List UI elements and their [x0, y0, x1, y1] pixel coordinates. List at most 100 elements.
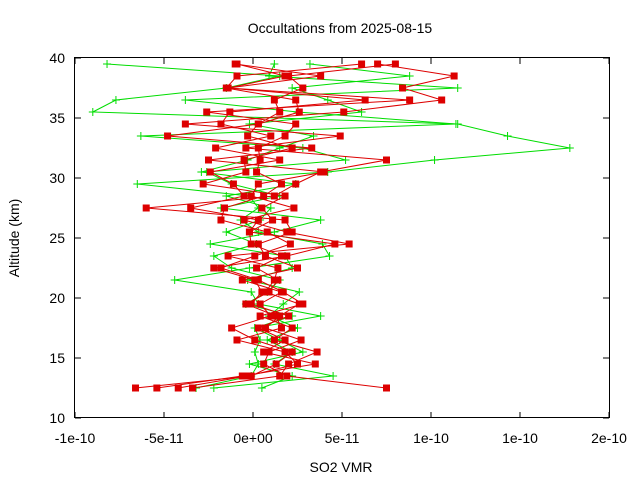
data-point: [250, 348, 259, 356]
data-point: [331, 240, 339, 248]
data-point: [325, 252, 334, 260]
data-point: [251, 276, 259, 284]
data-point: [316, 312, 325, 320]
data-point: [224, 84, 232, 92]
data-point: [226, 108, 234, 116]
data-point: [233, 72, 241, 80]
data-point: [336, 132, 344, 140]
y-tick-label: 15: [49, 350, 65, 366]
y-tick-label: 35: [49, 110, 65, 126]
data-point: [503, 132, 512, 140]
data-point: [221, 204, 229, 212]
data-point: [272, 360, 280, 368]
series-8: [188, 60, 414, 392]
data-point: [206, 240, 215, 248]
data-point: [181, 96, 190, 104]
data-point: [205, 156, 212, 164]
data-point: [247, 372, 255, 380]
x-tick-label: 2e-10: [591, 430, 627, 446]
data-point: [253, 168, 261, 176]
data-point: [270, 192, 278, 200]
data-point: [288, 324, 296, 332]
data-point: [450, 72, 458, 80]
data-point: [261, 288, 269, 296]
data-point: [254, 276, 262, 284]
x-tick-label: 0e+00: [233, 430, 273, 446]
data-point: [288, 84, 297, 92]
data-point: [405, 72, 414, 80]
data-point: [285, 312, 293, 320]
y-axis-title: Altitude (km): [6, 199, 22, 278]
x-tick-label: 1e-10: [413, 430, 449, 446]
data-point: [240, 192, 248, 200]
data-point: [272, 312, 280, 320]
data-point: [181, 120, 189, 128]
data-point: [383, 156, 390, 164]
data-point: [254, 144, 262, 152]
data-point: [245, 228, 253, 236]
data-point: [263, 228, 271, 236]
data-point: [188, 384, 196, 392]
data-point: [288, 144, 296, 152]
data-point: [281, 348, 289, 356]
data-point: [288, 348, 296, 356]
data-point: [285, 72, 293, 80]
x-tick-label: -1e-10: [55, 430, 96, 446]
data-point: [317, 72, 325, 80]
y-tick-label: 30: [49, 170, 65, 186]
data-point: [274, 264, 282, 272]
data-point: [238, 276, 246, 284]
data-point: [451, 120, 460, 128]
data-point: [261, 324, 269, 332]
data-point: [254, 120, 262, 128]
data-point: [270, 96, 278, 104]
data-point: [258, 204, 266, 212]
data-point: [361, 96, 369, 104]
data-point: [244, 372, 252, 380]
data-point: [276, 312, 284, 320]
data-point: [277, 324, 285, 332]
data-point: [132, 384, 140, 392]
data-point: [286, 240, 294, 248]
data-point: [329, 372, 338, 380]
data-point: [374, 60, 382, 68]
data-point: [269, 216, 277, 224]
data-point: [309, 132, 318, 140]
data-point: [406, 96, 414, 104]
data-point: [311, 360, 319, 368]
data-point: [276, 372, 284, 380]
y-tick-label: 20: [49, 290, 65, 306]
data-point: [88, 108, 97, 116]
data-point: [245, 264, 254, 272]
data-point: [270, 276, 278, 284]
series-7: [174, 60, 399, 392]
y-axis: 10 15 20 25 30 35 40: [49, 50, 609, 426]
data-point: [320, 168, 328, 176]
data-point: [281, 132, 289, 140]
data-point: [197, 168, 206, 176]
data-point: [224, 252, 232, 260]
data-point: [274, 276, 282, 284]
data-point: [153, 384, 161, 392]
data-point: [299, 300, 307, 308]
data-point: [279, 288, 287, 296]
x-axis: -1e-10 -5e-11 0e+00 5e-11 1e-10 1e-10 2e-10: [55, 58, 627, 446]
data-point: [438, 96, 446, 104]
data-point: [308, 144, 316, 152]
data-point: [142, 204, 150, 212]
data-point: [254, 324, 262, 332]
data-point: [290, 204, 298, 212]
data-point: [277, 180, 285, 188]
y-tick-label: 25: [49, 230, 65, 246]
data-point: [295, 108, 303, 116]
data-point: [294, 360, 301, 368]
data-point: [292, 120, 300, 128]
y-tick-label: 10: [49, 410, 65, 426]
data-point: [266, 204, 275, 212]
data-point: [257, 384, 266, 392]
data-point: [279, 300, 288, 308]
data-point: [206, 168, 214, 176]
data-point: [240, 216, 248, 224]
series-line: [192, 63, 410, 389]
